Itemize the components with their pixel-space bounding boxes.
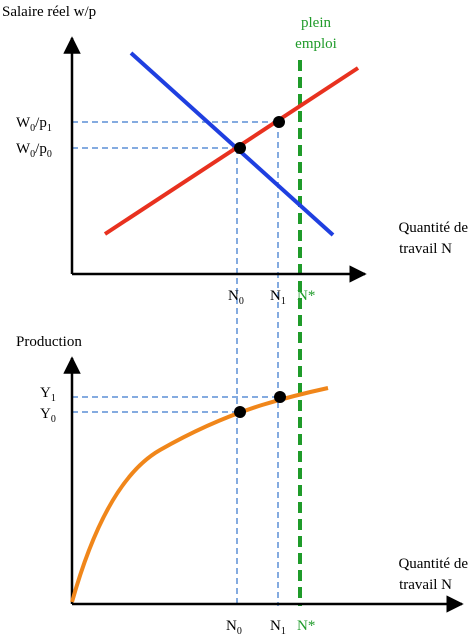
top-chart: Salaire réel w/p plein emploi W0/p1 W0/p… xyxy=(2,4,468,606)
y-tick-y1: Y1 xyxy=(40,385,56,404)
y-tick-y0: Y0 xyxy=(40,406,56,425)
annotation-line2: emploi xyxy=(295,36,337,52)
production-function-curve xyxy=(70,386,329,603)
production-point-n0 xyxy=(234,406,246,418)
bottom-x-tick-n0: N0 xyxy=(226,618,242,637)
annotation-line1: plein xyxy=(301,15,331,31)
top-x-tick-nstar: N* xyxy=(297,288,315,304)
bottom-x-axis-label-line1: Quantité de xyxy=(398,556,468,572)
top-x-tick-n0: N0 xyxy=(228,288,244,307)
labour-supply-curve xyxy=(103,66,360,236)
bottom-x-tick-n1: N1 xyxy=(270,618,286,637)
top-x-axis-label-line2: travail N xyxy=(399,241,452,257)
labour-demand-curve xyxy=(129,51,335,237)
y-tick-w0p0: W0/p0 xyxy=(16,141,52,160)
top-x-tick-n1: N1 xyxy=(270,288,286,307)
bottom-chart: Production Y1 Y0 Quantité de travail N N… xyxy=(16,334,468,637)
point-n1 xyxy=(273,116,285,128)
top-y-axis-label: Salaire réel w/p xyxy=(2,4,96,20)
y-tick-w0p1: W0/p1 xyxy=(16,115,52,134)
bottom-y-axis-label: Production xyxy=(16,334,82,350)
production-point-n1 xyxy=(274,391,286,403)
bottom-x-axis-label-line2: travail N xyxy=(399,577,452,593)
equilibrium-point-n0 xyxy=(234,142,246,154)
bottom-x-tick-nstar: N* xyxy=(297,618,315,634)
top-x-axis-label-line1: Quantité de xyxy=(398,220,468,236)
